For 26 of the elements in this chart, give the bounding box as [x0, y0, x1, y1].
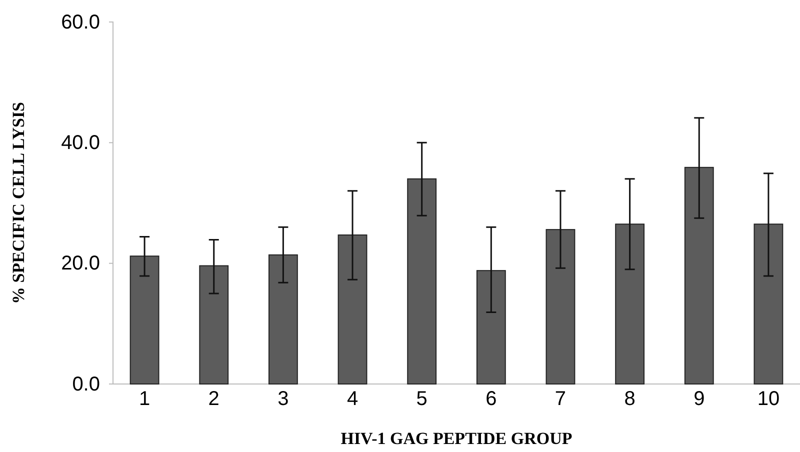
x-tick-label: 10	[757, 388, 780, 410]
bar	[684, 166, 714, 384]
x-tick-label: 8	[624, 388, 636, 410]
y-tick-label: 0.0	[72, 373, 100, 396]
x-axis-title: HIV-1 GAG PEPTIDE GROUP	[340, 429, 572, 448]
x-tick-label: 5	[416, 388, 428, 410]
y-tick-label: 20.0	[61, 252, 100, 275]
bar	[268, 254, 298, 384]
x-tick-label: 3	[278, 388, 289, 410]
x-tick-label: 9	[694, 388, 705, 410]
x-tick-label: 2	[208, 388, 220, 410]
bar	[754, 224, 784, 384]
bar	[338, 234, 368, 384]
y-axis-title: % SPECIFIC CELL LYSIS	[9, 102, 28, 304]
x-tick-label: 7	[554, 388, 566, 410]
bar	[407, 178, 437, 384]
bar	[199, 265, 229, 384]
y-tick-label: 40.0	[61, 132, 100, 154]
bar	[130, 256, 160, 384]
y-tick-label: 60.0	[61, 11, 100, 34]
x-tick-label: 1	[138, 388, 150, 410]
x-tick-label: 4	[346, 388, 358, 410]
bar	[546, 229, 576, 384]
x-tick-label: 6	[486, 388, 497, 410]
bar	[615, 224, 645, 384]
bar	[476, 270, 506, 384]
